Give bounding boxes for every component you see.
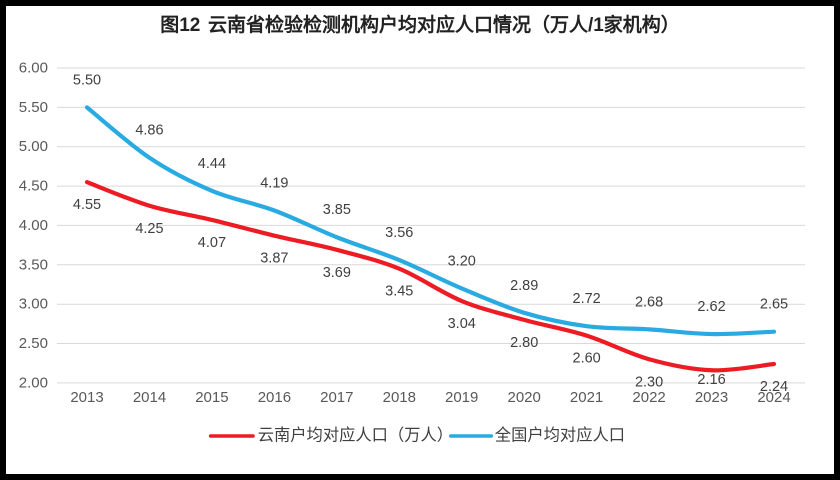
svg-text:全国户均对应人口: 全国户均对应人口 [495, 426, 625, 445]
svg-text:2.89: 2.89 [510, 278, 538, 294]
svg-text:3.50: 3.50 [19, 256, 48, 273]
svg-text:2015: 2015 [195, 389, 228, 406]
svg-text:2.65: 2.65 [760, 297, 788, 313]
svg-text:2.72: 2.72 [573, 291, 601, 307]
svg-text:3.20: 3.20 [448, 253, 476, 269]
svg-text:云南户均对应人口（万人）: 云南户均对应人口（万人） [258, 426, 453, 445]
svg-text:4.07: 4.07 [198, 235, 226, 251]
svg-text:4.00: 4.00 [19, 217, 48, 234]
svg-text:3.87: 3.87 [260, 251, 288, 267]
svg-text:2016: 2016 [258, 389, 291, 406]
svg-text:2.80: 2.80 [510, 335, 538, 351]
svg-text:2.24: 2.24 [760, 379, 788, 395]
svg-text:2.68: 2.68 [635, 294, 663, 310]
svg-text:2019: 2019 [445, 389, 478, 406]
svg-text:4.50: 4.50 [19, 178, 48, 195]
svg-text:2017: 2017 [320, 389, 353, 406]
svg-text:5.00: 5.00 [19, 138, 48, 155]
svg-text:3.85: 3.85 [323, 202, 351, 218]
svg-text:2.00: 2.00 [19, 374, 48, 391]
svg-text:3.45: 3.45 [385, 284, 413, 300]
svg-text:4.44: 4.44 [198, 156, 226, 172]
svg-text:图12 云南省检验检测机构户均对应人口情况（万人/1家机构: 图12 云南省检验检测机构户均对应人口情况（万人/1家机构） [160, 13, 680, 36]
svg-text:2021: 2021 [570, 389, 603, 406]
svg-text:3.56: 3.56 [385, 225, 413, 241]
svg-text:2.50: 2.50 [19, 335, 48, 352]
svg-text:2014: 2014 [133, 389, 166, 406]
svg-text:4.25: 4.25 [135, 221, 163, 237]
svg-text:2.16: 2.16 [697, 372, 725, 388]
svg-text:5.50: 5.50 [19, 99, 48, 116]
svg-text:2018: 2018 [383, 389, 416, 406]
svg-text:4.19: 4.19 [260, 176, 288, 192]
svg-text:3.69: 3.69 [323, 265, 351, 281]
svg-text:3.04: 3.04 [448, 316, 476, 332]
svg-text:5.50: 5.50 [73, 72, 101, 88]
svg-text:2.62: 2.62 [697, 299, 725, 315]
svg-text:4.86: 4.86 [135, 123, 163, 139]
svg-text:2020: 2020 [508, 389, 541, 406]
svg-text:2.30: 2.30 [635, 374, 663, 390]
svg-text:2013: 2013 [70, 389, 103, 406]
svg-text:6.00: 6.00 [19, 60, 48, 77]
svg-text:2023: 2023 [695, 389, 728, 406]
svg-text:2.60: 2.60 [573, 351, 601, 367]
svg-text:3.00: 3.00 [19, 296, 48, 313]
svg-text:2022: 2022 [632, 389, 665, 406]
svg-text:4.55: 4.55 [73, 197, 101, 213]
